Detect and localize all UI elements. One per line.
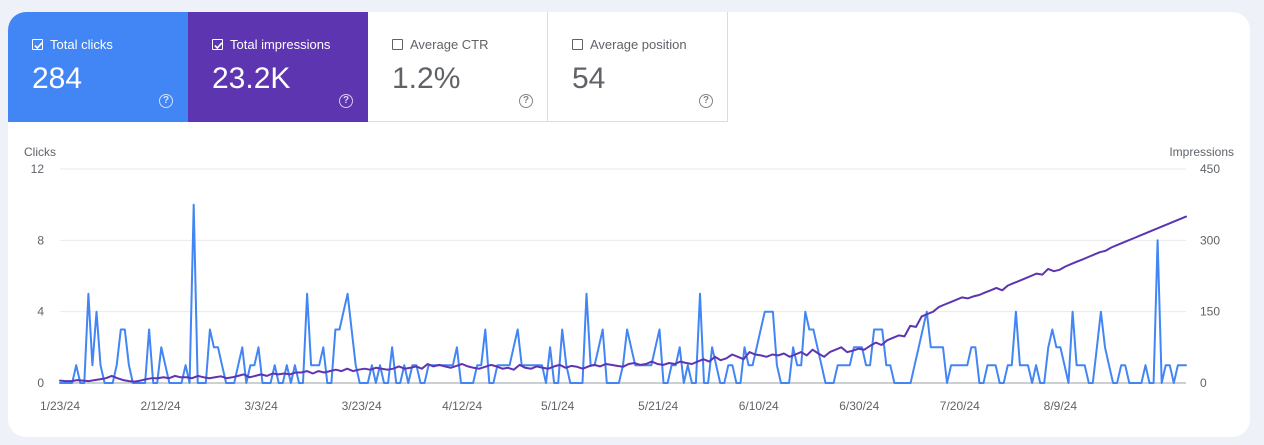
y-tick-label-left: 12 <box>31 162 45 176</box>
tile-value: 54 <box>572 62 606 95</box>
help-icon[interactable]: ? <box>159 94 173 108</box>
x-tick-label: 3/23/24 <box>342 399 382 413</box>
tile-label: Average CTR <box>410 37 489 52</box>
help-icon[interactable]: ? <box>519 94 533 108</box>
series-line-impressions <box>59 215 1187 383</box>
y-tick-label-right: 450 <box>1200 162 1220 176</box>
tile-value: 284 <box>32 62 83 95</box>
x-tick-label: 5/1/24 <box>541 399 575 413</box>
tile-label: Average position <box>590 37 687 52</box>
y-tick-label-right: 300 <box>1200 233 1220 247</box>
x-tick-label: 1/23/24 <box>40 399 80 413</box>
x-tick-label: 7/20/24 <box>940 399 980 413</box>
y-tick-label-right: 150 <box>1200 305 1220 319</box>
y-tick-label-left: 4 <box>37 305 44 319</box>
x-tick-label: 2/12/24 <box>141 399 181 413</box>
x-tick-label: 6/30/24 <box>839 399 879 413</box>
tile-average-position[interactable]: Average position 54 ? <box>548 12 728 122</box>
checkbox-unchecked-icon <box>392 39 403 50</box>
y-axis-title-left: Clicks <box>24 145 56 159</box>
checkbox-checked-icon <box>212 39 223 50</box>
checkbox-unchecked-icon <box>572 39 583 50</box>
series-line-clicks <box>59 203 1187 384</box>
x-tick-label: 4/12/24 <box>442 399 482 413</box>
tile-total-impressions[interactable]: Total impressions 23.2K ? <box>188 12 368 122</box>
y-tick-label-right: 0 <box>1200 376 1207 390</box>
x-tick-label: 8/9/24 <box>1044 399 1078 413</box>
y-axis-title-right: Impressions <box>1169 145 1234 159</box>
x-tick-label: 5/21/24 <box>638 399 678 413</box>
checkbox-checked-icon <box>32 39 43 50</box>
metric-tiles: Total clicks 284 ? Total impressions 23.… <box>8 12 728 122</box>
tile-value: 1.2% <box>392 62 461 95</box>
y-tick-label-left: 8 <box>37 233 44 247</box>
tile-label: Total clicks <box>50 37 113 52</box>
help-icon[interactable]: ? <box>699 94 713 108</box>
x-tick-label: 6/10/24 <box>739 399 779 413</box>
x-tick-label: 3/3/24 <box>244 399 278 413</box>
help-icon[interactable]: ? <box>339 94 353 108</box>
tile-total-clicks[interactable]: Total clicks 284 ? <box>8 12 188 122</box>
tile-average-ctr[interactable]: Average CTR 1.2% ? <box>368 12 548 122</box>
performance-card: Total clicks 284 ? Total impressions 23.… <box>8 12 1250 437</box>
y-tick-label-left: 0 <box>37 376 44 390</box>
tile-label: Total impressions <box>230 37 331 52</box>
tile-value: 23.2K <box>212 62 291 95</box>
performance-chart: Clicks Impressions 0 0 4 150 8 300 12 450 1/23/24 2… <box>24 145 1234 413</box>
